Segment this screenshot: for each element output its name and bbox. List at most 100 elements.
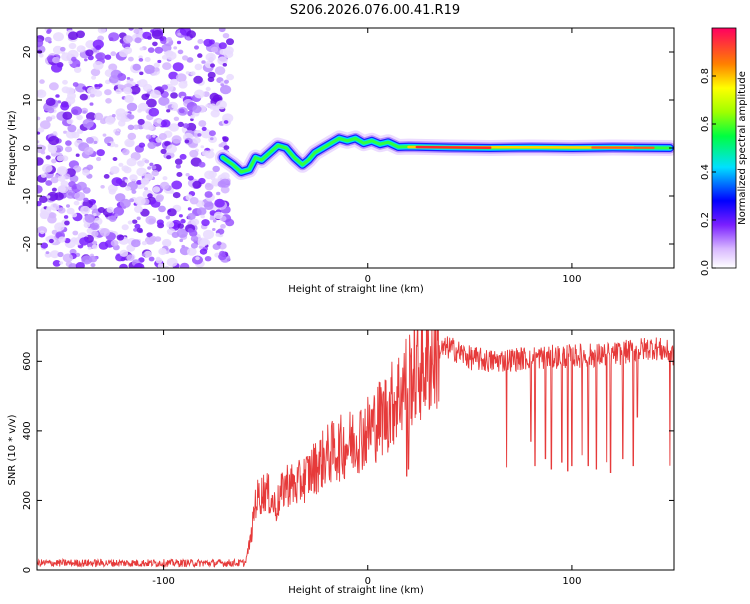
noise-speckle — [104, 89, 112, 95]
noise-speckle — [192, 105, 201, 113]
noise-speckle — [122, 165, 129, 171]
noise-speckle — [200, 215, 205, 219]
noise-speckle — [137, 217, 141, 221]
noise-speckle — [186, 173, 190, 176]
noise-speckle — [98, 84, 103, 88]
noise-speckle — [41, 173, 47, 178]
noise-speckle — [203, 230, 214, 239]
noise-speckle — [76, 154, 80, 157]
noise-speckle — [166, 109, 170, 112]
noise-speckle — [39, 53, 44, 57]
noise-speckle — [114, 144, 118, 147]
noise-speckle — [115, 89, 122, 95]
noise-speckle — [166, 144, 177, 153]
noise-speckle — [142, 241, 147, 245]
chart-title: S206.2026.076.00.41.R19 — [290, 3, 460, 18]
noise-speckle — [194, 45, 199, 49]
noise-speckle — [74, 67, 81, 73]
noise-speckle — [210, 63, 215, 67]
noise-speckle — [180, 219, 185, 224]
noise-speckle — [173, 62, 184, 71]
noise-speckle — [87, 87, 96, 94]
noise-speckle — [41, 243, 48, 249]
noise-speckle — [224, 145, 230, 150]
y-tick-label: 600 — [22, 352, 33, 371]
bottom-y-axis-label: SNR (10 * v/v) — [7, 414, 18, 485]
noise-speckle — [195, 64, 203, 71]
noise-speckle — [115, 131, 121, 136]
noise-speckle — [91, 263, 96, 267]
noise-speckle — [166, 37, 172, 42]
noise-speckle — [152, 30, 163, 39]
noise-speckle — [153, 186, 161, 192]
noise-speckle — [84, 58, 88, 61]
noise-speckle — [41, 151, 45, 155]
noise-speckle — [214, 199, 225, 208]
noise-speckle — [180, 263, 189, 271]
noise-speckle — [46, 30, 51, 34]
noise-speckle — [216, 100, 227, 109]
noise-speckle — [109, 75, 119, 83]
noise-region — [32, 26, 234, 272]
noise-speckle — [130, 78, 134, 81]
noise-speckle — [200, 249, 207, 255]
noise-speckle — [57, 252, 63, 257]
noise-speckle — [124, 87, 133, 94]
noise-speckle — [197, 133, 201, 137]
noise-speckle — [198, 120, 206, 127]
noise-speckle — [138, 103, 148, 112]
noise-speckle — [135, 196, 146, 205]
noise-speckle — [208, 72, 216, 79]
noise-speckle — [173, 192, 181, 198]
noise-speckle — [151, 165, 156, 169]
noise-speckle — [172, 135, 182, 143]
noise-speckle — [145, 57, 151, 62]
noise-speckle — [186, 71, 190, 74]
noise-speckle — [222, 136, 228, 141]
noise-speckle — [172, 232, 179, 238]
x-tick-label: 100 — [562, 576, 581, 587]
noise-speckle — [145, 216, 156, 225]
noise-speckle — [62, 80, 68, 85]
noise-speckle — [57, 155, 64, 161]
x-tick-label: -100 — [152, 576, 175, 587]
noise-speckle — [77, 45, 86, 52]
noise-speckle — [129, 174, 137, 181]
noise-speckle — [138, 119, 145, 125]
colorbar-tick-label: 0.6 — [700, 116, 711, 132]
noise-speckle — [210, 137, 214, 140]
noise-speckle — [167, 208, 177, 216]
noise-speckle — [169, 248, 175, 253]
noise-speckle — [197, 39, 203, 44]
noise-speckle — [119, 264, 128, 271]
noise-speckle — [125, 186, 131, 191]
noise-speckle — [216, 192, 220, 196]
colorbar — [712, 28, 736, 268]
noise-speckle — [71, 57, 77, 62]
noise-speckle — [197, 207, 207, 215]
noise-speckle — [202, 127, 207, 131]
noise-speckle — [152, 135, 156, 138]
noise-speckle — [158, 206, 166, 213]
noise-speckle — [150, 90, 161, 99]
noise-speckle — [65, 146, 72, 152]
noise-speckle — [40, 230, 45, 234]
noise-speckle — [170, 92, 178, 98]
noise-speckle — [144, 187, 148, 190]
noise-speckle — [100, 228, 110, 237]
colorbar-tick-label: 0.2 — [700, 212, 711, 228]
noise-speckle — [154, 67, 159, 71]
noise-speckle — [141, 94, 149, 101]
noise-speckle — [146, 135, 152, 140]
noise-speckle — [57, 166, 68, 175]
noise-speckle — [91, 231, 98, 237]
noise-speckle — [120, 117, 126, 122]
noise-speckle — [84, 147, 94, 155]
noise-speckle — [214, 212, 223, 219]
noise-speckle — [126, 254, 134, 261]
noise-speckle — [76, 115, 83, 120]
noise-speckle — [68, 31, 78, 40]
noise-speckle — [93, 40, 104, 49]
noise-speckle — [87, 126, 91, 129]
